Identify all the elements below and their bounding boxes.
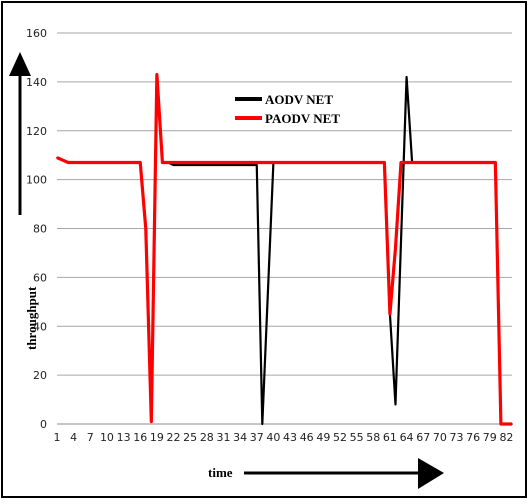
data-point-paodv: [394, 247, 397, 249]
data-point-aodv: [394, 403, 397, 406]
data-point-paodv: [56, 156, 58, 159]
data-point-paodv: [439, 161, 441, 164]
data-point-paodv: [61, 159, 64, 161]
data-point-paodv: [217, 161, 219, 164]
data-point-paodv: [500, 423, 502, 425]
data-point-aodv: [261, 423, 264, 425]
x-tick-label: 73: [450, 431, 464, 444]
x-tick-label: 79: [483, 431, 497, 444]
y-axis-title: throughput: [24, 286, 39, 350]
x-tick-label: 1: [54, 431, 61, 444]
data-point-paodv: [172, 161, 175, 164]
data-point-paodv: [383, 161, 386, 164]
x-tick-label: 43: [283, 431, 297, 444]
series-lines: [56, 72, 513, 426]
x-tick-label: 55: [350, 431, 364, 444]
data-point-paodv: [272, 161, 275, 164]
data-point-paodv: [466, 161, 469, 164]
x-tick-label: 40: [266, 431, 280, 444]
x-tick-label: 52: [333, 431, 347, 444]
x-axis-arrow: [244, 458, 444, 489]
x-axis-ticks: 1 4 7 10 13 16 19 22 25 28 31 34 37 40 43 46 49 52 55 58 61 6…: [54, 431, 514, 444]
x-tick-label: 49: [316, 431, 330, 444]
data-point-paodv: [505, 423, 508, 425]
data-point-paodv: [494, 161, 497, 164]
data-point-paodv: [78, 161, 80, 164]
x-tick-label: 25: [183, 431, 197, 444]
y-tick-label: 0: [40, 418, 47, 431]
data-point-paodv: [416, 161, 419, 164]
data-point-aodv: [405, 76, 408, 78]
data-point-paodv: [389, 313, 391, 315]
x-tick-label: 31: [216, 431, 230, 444]
data-point-paodv: [355, 161, 358, 164]
y-tick-label: 80: [33, 223, 47, 236]
data-point-paodv: [144, 227, 147, 230]
data-point-paodv: [167, 161, 169, 164]
x-tick-label: 67: [416, 431, 430, 444]
x-tick-label: 10: [100, 431, 114, 444]
y-tick-label: 40: [33, 320, 47, 333]
data-point-aodv: [217, 164, 219, 166]
x-tick-label: 16: [133, 431, 147, 444]
data-point-aodv: [172, 164, 175, 166]
data-point-paodv: [106, 161, 108, 164]
data-point-paodv: [150, 420, 153, 423]
data-point-aodv: [255, 164, 258, 166]
x-axis-title: time: [208, 465, 233, 480]
x-tick-label: 4: [70, 431, 77, 444]
data-point-paodv: [255, 161, 258, 164]
y-tick-label: 60: [33, 271, 47, 284]
y-axis-ticks: 0 20 40 60 80 100 120 140 160: [26, 27, 47, 431]
legend-label-aodv: AODV NET: [265, 92, 333, 107]
data-point-paodv: [411, 161, 413, 164]
x-tick-label: 7: [87, 431, 94, 444]
x-tick-label: 37: [250, 431, 264, 444]
x-tick-label: 34: [233, 431, 247, 444]
y-tick-label: 160: [26, 27, 47, 40]
x-tick-label: 28: [200, 431, 214, 444]
legend-label-paodv: PAODV NET: [265, 111, 340, 126]
x-tick-label: 19: [150, 431, 164, 444]
x-tick-label: 64: [400, 431, 414, 444]
y-axis-arrow: [9, 52, 31, 215]
data-point-paodv: [133, 161, 136, 164]
data-point-paodv: [400, 161, 402, 164]
data-point-paodv: [156, 73, 158, 76]
grid-lines: [57, 32, 512, 425]
y-tick-label: 140: [26, 76, 47, 89]
x-tick-label: 22: [167, 431, 181, 444]
data-point-paodv: [300, 161, 302, 164]
x-tick-label: 58: [366, 431, 380, 444]
x-tick-label: 46: [300, 431, 314, 444]
data-point-paodv: [511, 423, 513, 425]
y-tick-label: 100: [26, 174, 47, 187]
y-tick-label: 120: [26, 125, 47, 138]
data-point-paodv: [139, 161, 142, 164]
data-point-paodv: [72, 161, 75, 164]
x-tick-label: 61: [383, 431, 397, 444]
x-tick-label: 13: [117, 431, 131, 444]
legend: AODV NET PAODV NET: [235, 92, 340, 126]
x-tick-label: 70: [433, 431, 447, 444]
x-tick-label: 82: [499, 431, 513, 444]
data-point-paodv: [161, 161, 164, 164]
data-point-paodv: [67, 161, 69, 164]
x-tick-label: 76: [466, 431, 480, 444]
y-tick-label: 20: [33, 369, 47, 382]
data-point-paodv: [283, 161, 286, 164]
data-point-paodv: [261, 161, 264, 164]
